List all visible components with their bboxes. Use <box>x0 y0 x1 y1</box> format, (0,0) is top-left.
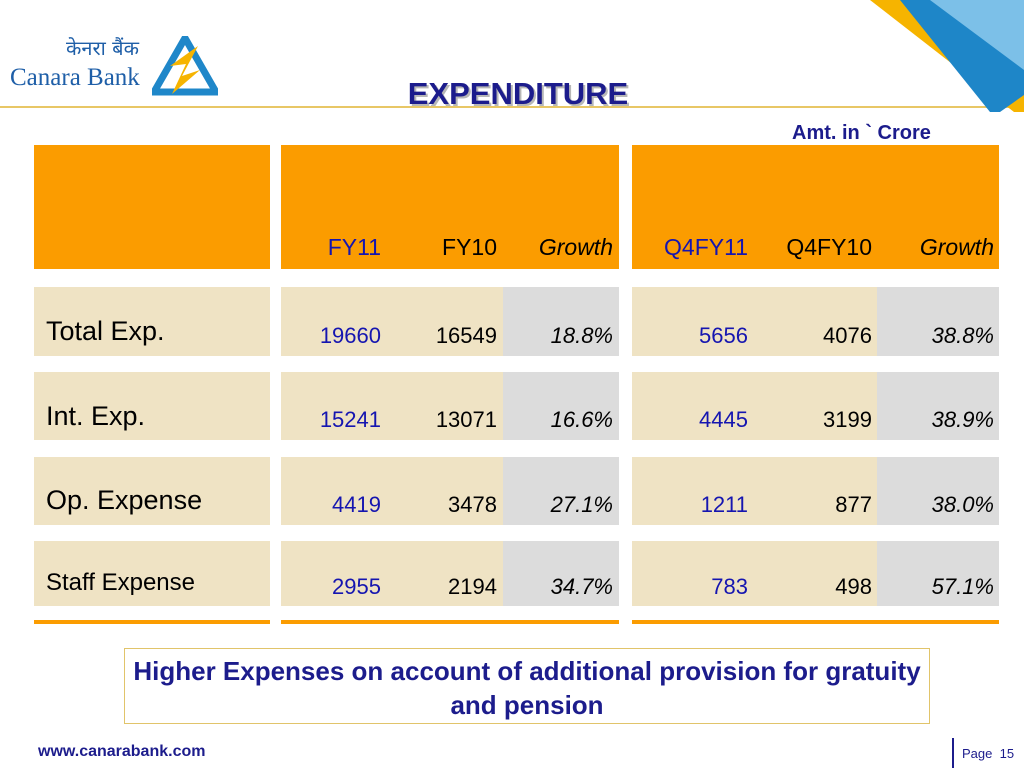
column-header-growth-quarter: Growth <box>919 234 994 260</box>
footer-website-link[interactable]: www.canarabank.com <box>38 743 206 760</box>
table-row <box>34 372 270 440</box>
cell-fy10: 13071 <box>435 407 497 432</box>
table-row <box>34 287 270 356</box>
cell-fy10: 3478 <box>448 492 497 517</box>
cell-growth-quarter: 57.1% <box>931 574 994 599</box>
table-bottom-rule <box>632 620 999 624</box>
page-label: Page <box>962 746 993 761</box>
table-row-annual-cells <box>281 457 503 525</box>
canara-triangle-icon <box>152 36 218 96</box>
column-header-fy10: FY10 <box>442 234 497 260</box>
cell-q4fy11: 5656 <box>699 323 748 348</box>
cell-fy11: 2955 <box>332 574 381 599</box>
note-callout: Higher Expenses on account of additional… <box>124 648 930 724</box>
table-row-growth-cell <box>503 457 619 525</box>
table-row-quarter-cells <box>632 372 877 440</box>
unit-label: Amt. in ` Crore <box>792 122 931 144</box>
cell-growth-quarter: 38.9% <box>931 407 994 432</box>
cell-fy11: 15241 <box>319 407 381 432</box>
table-row-annual-cells <box>281 372 503 440</box>
header-band <box>0 0 1024 108</box>
table-row-quarter-cells <box>632 457 877 525</box>
header-panel-annual <box>281 145 619 269</box>
column-header-q4fy11: Q4FY11 <box>664 234 748 260</box>
row-label: Total Exp. <box>46 316 165 346</box>
canara-bank-logo: केनरा बैंक Canara Bank <box>4 26 236 102</box>
table-bottom-rule <box>281 620 619 624</box>
table-row-growth-cell <box>877 287 999 356</box>
table-row-growth-cell <box>503 541 619 606</box>
cell-growth-quarter: 38.0% <box>931 492 994 517</box>
table-row-quarter-cells <box>632 287 877 356</box>
table-row <box>34 457 270 525</box>
footer-page-indicator: Page 15 <box>962 746 1014 761</box>
cell-growth: 16.6% <box>550 407 613 432</box>
logo-english-text: Canara Bank <box>10 64 140 91</box>
cell-fy11: 19660 <box>319 323 381 348</box>
corner-swoosh-decoration <box>870 0 1024 112</box>
page-title: EXPENDITURE <box>407 76 629 111</box>
cell-fy10: 16549 <box>435 323 497 348</box>
cell-q4fy10: 498 <box>835 574 872 599</box>
row-label: Int. Exp. <box>46 401 146 431</box>
table-row-growth-cell <box>877 372 999 440</box>
cell-q4fy11: 1211 <box>700 492 748 517</box>
table-row <box>34 541 270 606</box>
table-row-growth-cell <box>877 457 999 525</box>
cell-q4fy11: 783 <box>711 574 748 599</box>
cell-growth: 34.7% <box>550 574 613 599</box>
cell-q4fy10: 4076 <box>823 323 872 348</box>
row-label: Staff Expense <box>46 569 195 596</box>
table-row-annual-cells <box>281 287 503 356</box>
cell-q4fy10: 877 <box>835 492 872 517</box>
footer-divider <box>952 738 954 768</box>
column-header-q4fy10: Q4FY10 <box>786 234 872 260</box>
cell-fy10: 2194 <box>448 574 497 599</box>
cell-growth-quarter: 38.8% <box>931 323 994 348</box>
cell-fy11: 4419 <box>332 492 381 517</box>
header-panel-label <box>34 145 270 269</box>
column-header-growth: Growth <box>538 234 613 260</box>
table-row-quarter-cells <box>632 541 877 606</box>
cell-growth: 18.8% <box>550 323 613 348</box>
header-panel-quarter <box>632 145 999 269</box>
table-row-growth-cell <box>503 372 619 440</box>
table-row-growth-cell <box>503 287 619 356</box>
row-label: Op. Expense <box>46 485 203 515</box>
table-row-annual-cells <box>281 541 503 606</box>
cell-q4fy10: 3199 <box>823 407 872 432</box>
cell-q4fy11: 4445 <box>699 407 748 432</box>
table-bottom-rule <box>34 620 270 624</box>
logo-hindi-text: केनरा बैंक <box>66 36 139 60</box>
column-header-fy11: FY11 <box>327 234 381 260</box>
cell-growth: 27.1% <box>550 492 613 517</box>
page-number: 15 <box>999 746 1015 761</box>
table-row-growth-cell <box>877 541 999 606</box>
